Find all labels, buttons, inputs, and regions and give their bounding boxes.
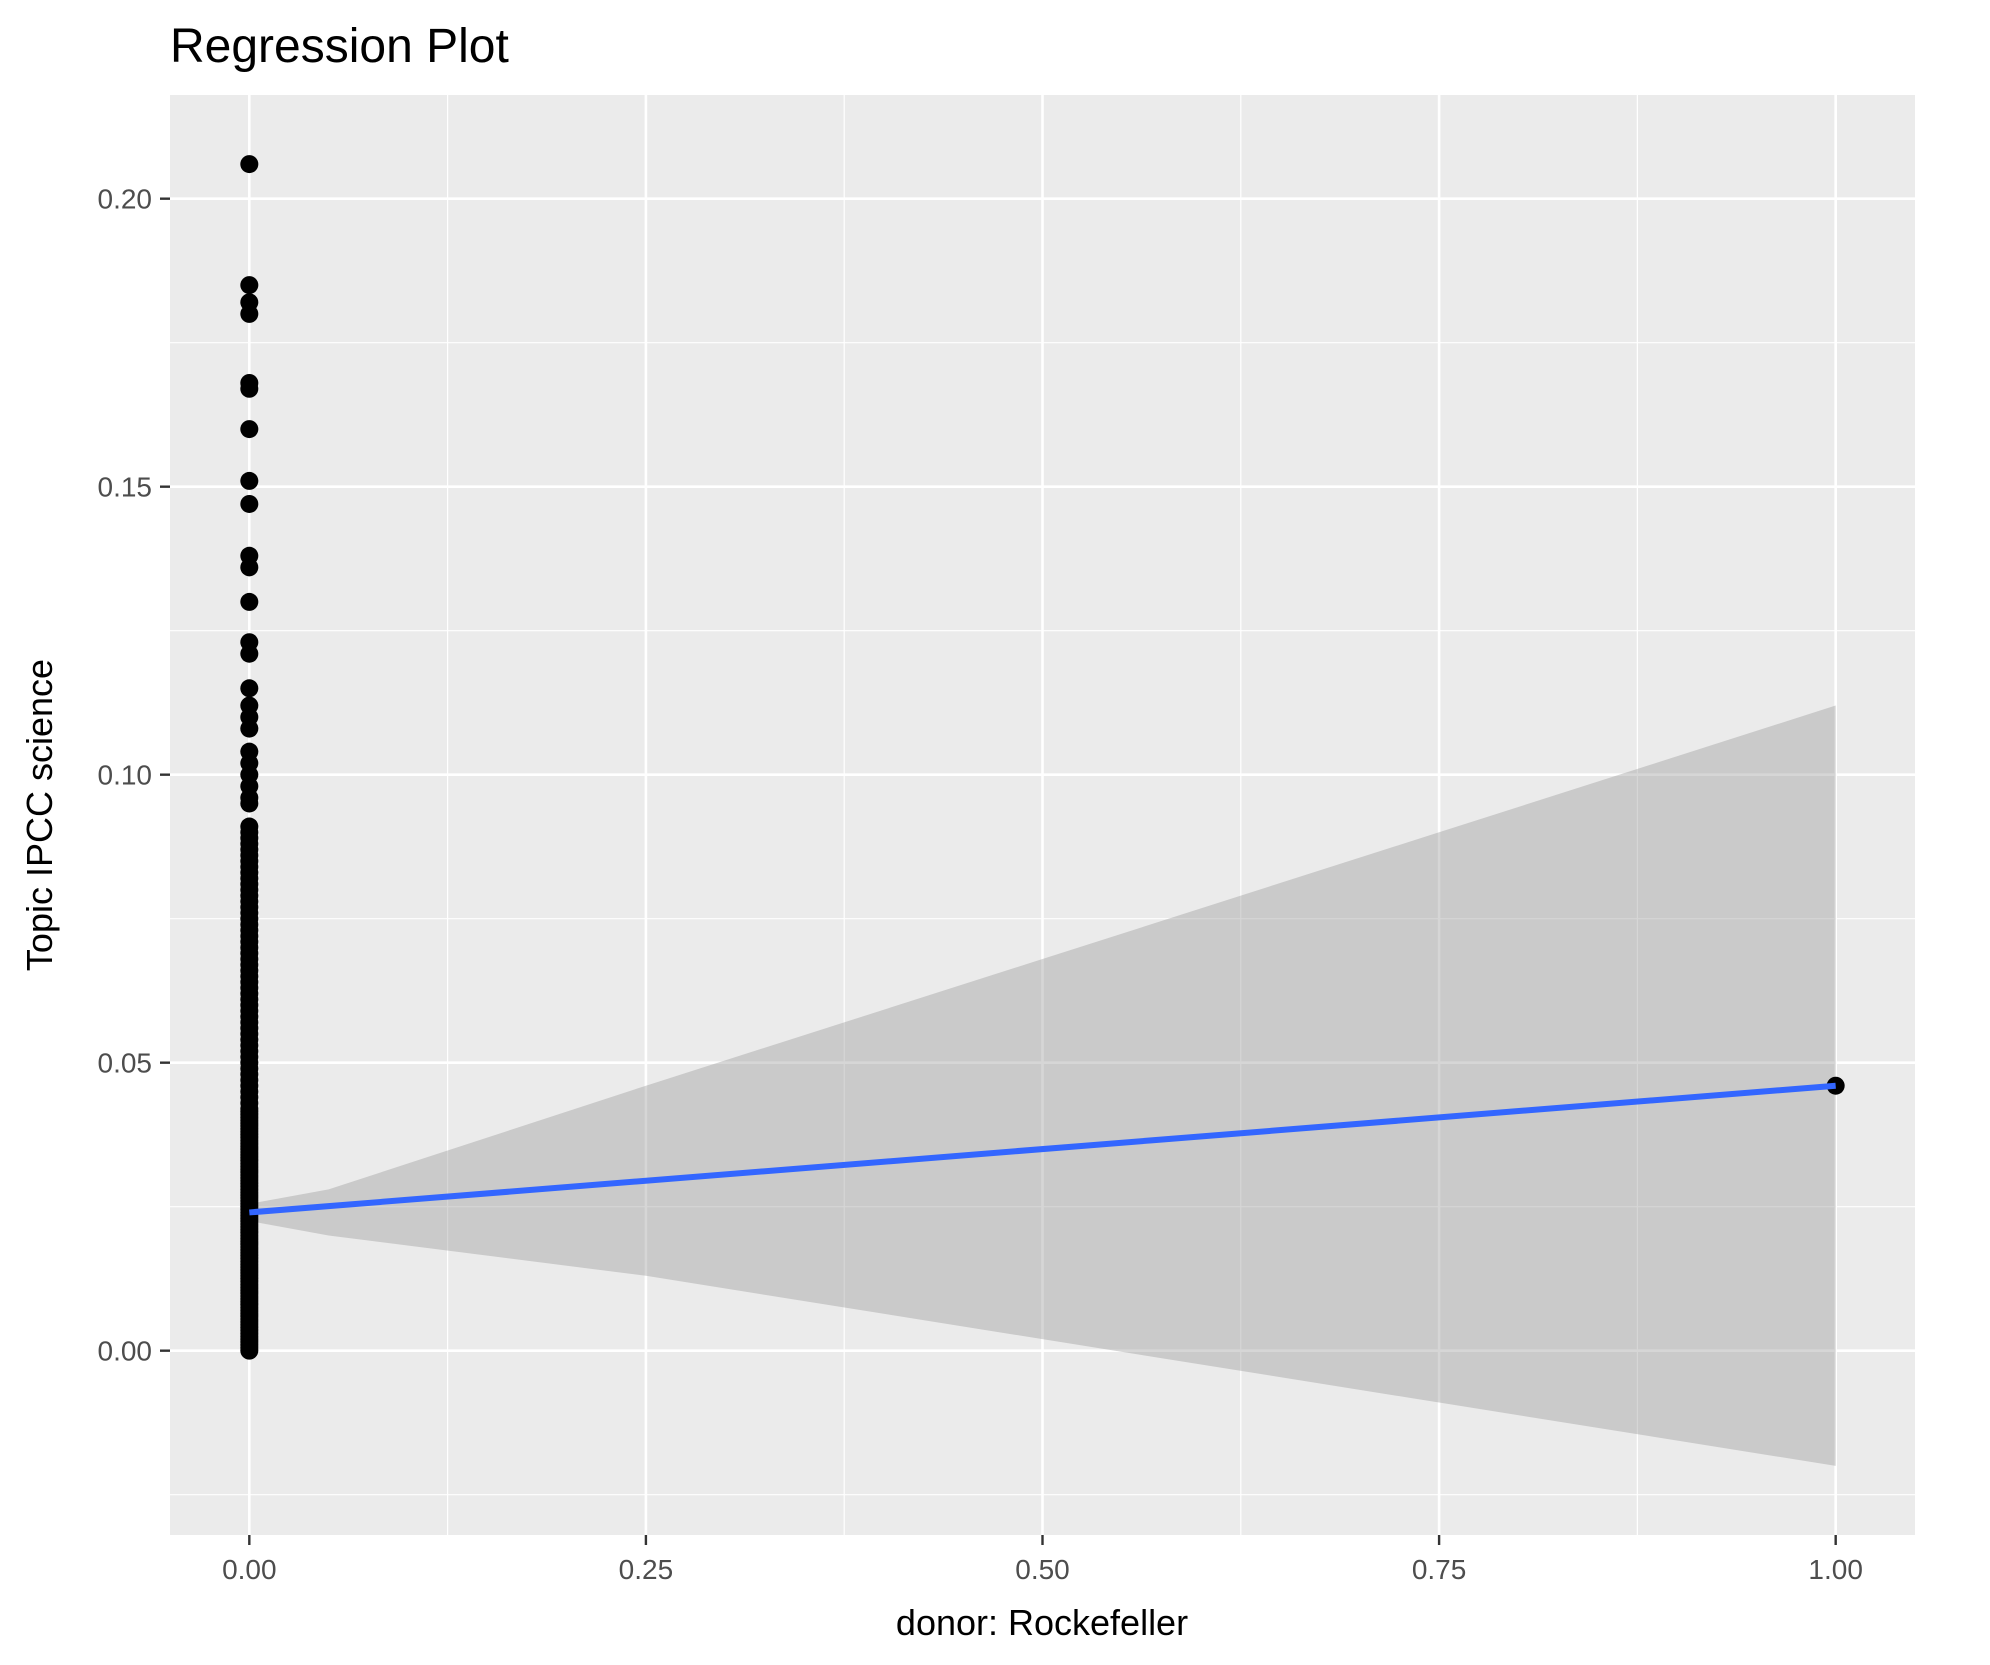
x-axis-ticks: 0.00 0.25 0.50 0.75 1.00	[222, 1535, 1863, 1585]
y-axis-ticks: 0.00 0.05 0.10 0.15 0.20	[98, 184, 170, 1367]
y-tick-label: 0.10	[98, 760, 153, 791]
data-point	[240, 471, 259, 490]
x-tick-label: 0.50	[1015, 1554, 1070, 1585]
data-point	[240, 679, 259, 698]
data-points-layer	[240, 155, 1845, 1360]
x-tick-label: 1.00	[1808, 1554, 1863, 1585]
x-tick-label: 0.00	[222, 1554, 277, 1585]
data-point	[240, 276, 259, 295]
y-axis-title: Topic IPCC science	[19, 659, 60, 971]
data-point	[240, 794, 259, 813]
confidence-band	[249, 705, 1836, 1466]
regression-line-layer	[249, 1082, 1836, 1216]
data-point	[240, 558, 259, 577]
data-point	[240, 420, 259, 439]
data-point	[240, 155, 259, 174]
y-tick-label: 0.00	[98, 1336, 153, 1367]
x-tick-label: 0.25	[619, 1554, 674, 1585]
data-point	[240, 494, 259, 513]
data-point	[240, 1102, 259, 1121]
data-point	[240, 592, 259, 611]
x-axis-title: donor: Rockefeller	[896, 1602, 1188, 1643]
data-point	[240, 644, 259, 663]
y-tick-label: 0.20	[98, 184, 153, 215]
data-point	[240, 304, 259, 323]
regression-line	[249, 1082, 1836, 1216]
data-point	[240, 379, 259, 398]
chart-title: Regression Plot	[170, 20, 509, 73]
confidence-band-layer	[249, 705, 1836, 1466]
x-tick-label: 0.75	[1412, 1554, 1467, 1585]
y-tick-label: 0.15	[98, 472, 153, 503]
data-point	[240, 719, 259, 738]
y-tick-label: 0.05	[98, 1048, 153, 1079]
